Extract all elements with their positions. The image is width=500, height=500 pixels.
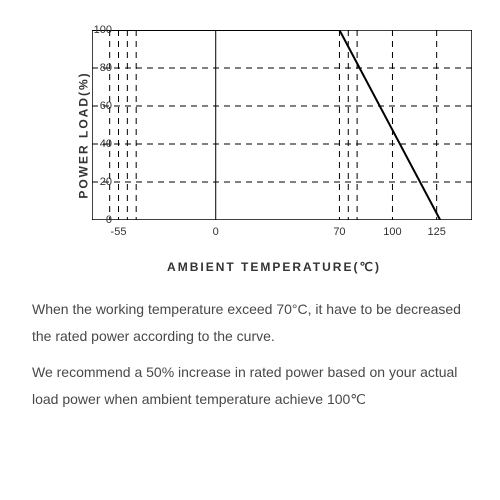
plot-area: 020406080100-55070100125 [92, 30, 472, 220]
x-tick: 0 [213, 226, 219, 238]
y-tick: 80 [84, 62, 112, 74]
description: When the working temperature exceed 70°C… [18, 296, 482, 412]
paragraph-2: We recommend a 50% increase in rated pow… [32, 359, 468, 412]
chart-svg [92, 30, 472, 220]
x-tick: -55 [111, 226, 127, 238]
y-tick: 0 [84, 214, 112, 226]
y-tick: 20 [84, 176, 112, 188]
x-tick: 100 [383, 226, 401, 238]
y-tick: 60 [84, 100, 112, 112]
y-tick: 40 [84, 138, 112, 150]
x-tick: 125 [427, 226, 445, 238]
paragraph-1: When the working temperature exceed 70°C… [32, 296, 468, 349]
x-axis-label: AMBIENT TEMPERATURE(℃) [66, 260, 482, 274]
derating-chart: POWER LOAD(%) 020406080100-55070100125 [66, 30, 482, 240]
y-tick: 100 [84, 24, 112, 36]
x-tick: 70 [333, 226, 345, 238]
